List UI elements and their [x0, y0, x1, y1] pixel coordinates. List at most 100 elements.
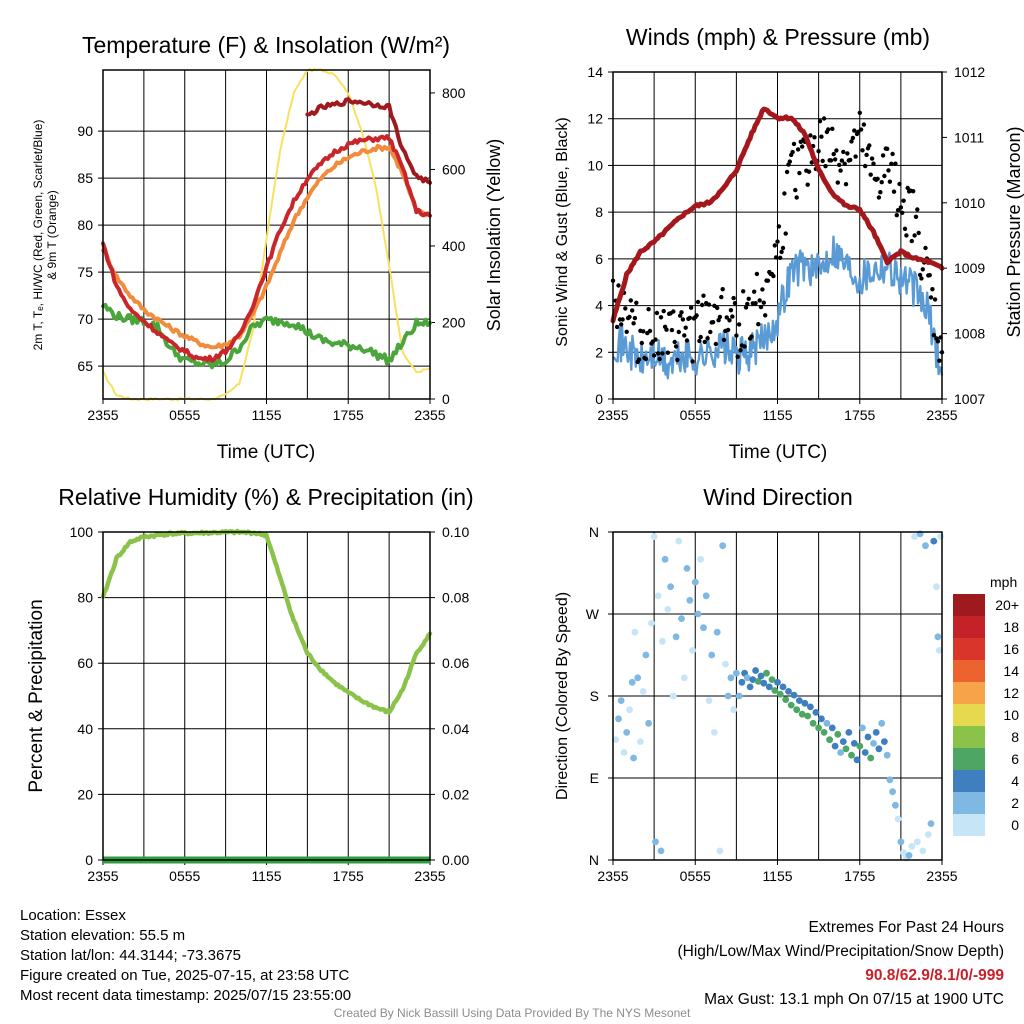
direction-point [694, 610, 702, 618]
gust-point [790, 149, 795, 155]
gust-point [843, 182, 849, 187]
gust-point [756, 322, 761, 327]
gust-point [694, 313, 699, 318]
y-tick-label: 70 [77, 311, 93, 327]
gust-point [688, 305, 694, 310]
gust-point [651, 353, 657, 358]
direction-point [667, 583, 674, 591]
direction-point [686, 596, 694, 604]
y2-tick-label: 0.04 [442, 721, 469, 737]
y-tick-label: 65 [77, 358, 93, 374]
temperature-plot-frame [102, 69, 431, 400]
y-tick-label: 85 [77, 170, 93, 186]
direction-point [839, 738, 847, 745]
gust-point [800, 144, 805, 149]
direction-point [652, 838, 659, 846]
gust-point [882, 173, 887, 179]
gust-point [697, 338, 702, 344]
gust-point [783, 231, 788, 236]
colorbar-label: 20+ [995, 597, 1019, 613]
gust-point [901, 198, 906, 203]
gust-point [675, 357, 680, 363]
humidity-ticks: 2355 0555 1155 1755 23550204060801000.000.02… [70, 524, 470, 884]
gust-point [683, 325, 688, 330]
direction-title: Wind Direction [703, 484, 853, 510]
wind-ticks: 2355 0555 1155 1755 235502468101214100710081… [587, 64, 985, 423]
gust-point [793, 187, 798, 193]
gust-point [673, 344, 679, 349]
direction-point [713, 628, 721, 636]
gust-point [808, 133, 813, 138]
gust-point [886, 168, 891, 173]
direction-ylabel-left: Direction (Colored By Speed) [554, 592, 571, 800]
gust-point [752, 289, 757, 294]
gust-point [832, 157, 838, 162]
y2-tick-label: 0.00 [442, 852, 469, 868]
colorbar-swatch [953, 616, 985, 638]
gust-point [858, 127, 864, 132]
colorbar-swatch [953, 594, 985, 616]
max-gust: Max Gust: 13.1 mph On 07/15 at 1900 UTC [704, 991, 1004, 1008]
direction-point [834, 730, 842, 738]
direction-panel: Wind Direction Direction (Colored By Spe… [554, 484, 1019, 884]
extremes-heading: Extremes For Past 24 Hours [808, 919, 1004, 936]
direction-point [763, 669, 770, 677]
direction-point [697, 555, 705, 563]
gust-point [734, 333, 739, 338]
x-tick-label: 0555 [680, 868, 711, 884]
x-tick-label: 0555 [680, 407, 711, 423]
gust-point [730, 314, 735, 319]
colorbar: 20+ 18 16 14 12 10 8 6 4 2 0 [953, 594, 1019, 836]
temperature-ylabel-left-line1: 2m T, Tₑ, HI/WC (Red, Green, Scarlet/Blu… [31, 120, 45, 351]
colorbar-label: 8 [1011, 729, 1019, 745]
series-pressure [610, 106, 945, 324]
gust-point [797, 170, 802, 176]
gust-point [676, 329, 681, 335]
y-tick-label: 90 [77, 123, 93, 139]
direction-point [631, 628, 639, 636]
direction-point [719, 542, 727, 550]
extremes-subheading: (High/Low/Max Wind/Precipitation/Snow De… [677, 943, 1005, 960]
latest-timestamp: Most recent data timestamp: 2025/07/15 2… [20, 987, 352, 1004]
gust-point [761, 300, 766, 305]
gust-point [871, 161, 876, 166]
gust-point [842, 161, 847, 166]
series-t9m [101, 143, 432, 350]
colorbar-label: 6 [1011, 751, 1019, 767]
direction-point [724, 692, 732, 700]
gust-point [848, 157, 853, 163]
wind-plot-frame [612, 71, 943, 400]
direction-point [867, 754, 875, 762]
gust-point [731, 295, 736, 301]
gust-point [900, 210, 905, 215]
colorbar-label: 14 [1003, 663, 1019, 679]
y2-tick-label: 200 [442, 314, 466, 330]
colorbar-swatch [953, 814, 985, 836]
x-tick-label: 0555 [169, 868, 200, 884]
direction-point [937, 533, 944, 540]
direction-point [934, 633, 942, 641]
direction-point [727, 674, 735, 682]
direction-point [664, 606, 672, 613]
wind-title: Winds (mph) & Pressure (mb) [626, 24, 930, 50]
colorbar-label: 18 [1003, 619, 1019, 635]
direction-point [785, 688, 792, 695]
x-tick-label: 2355 [597, 868, 628, 884]
gust-point [698, 334, 703, 340]
direction-point [911, 533, 918, 540]
direction-point [818, 715, 825, 723]
direction-point [807, 703, 814, 711]
gust-point [630, 308, 635, 313]
gust-point [784, 169, 790, 175]
direction-point [845, 729, 853, 736]
gust-point [867, 143, 872, 148]
gust-point [869, 156, 875, 161]
colorbar-label: 0 [1011, 817, 1019, 833]
gust-point [931, 333, 936, 338]
gust-point [713, 341, 718, 347]
direction-point [746, 683, 754, 691]
gust-point [902, 226, 908, 231]
temperature-xlabel: Time (UTC) [217, 442, 316, 463]
x-tick-label: 2355 [414, 407, 445, 423]
direction-point [919, 847, 927, 855]
